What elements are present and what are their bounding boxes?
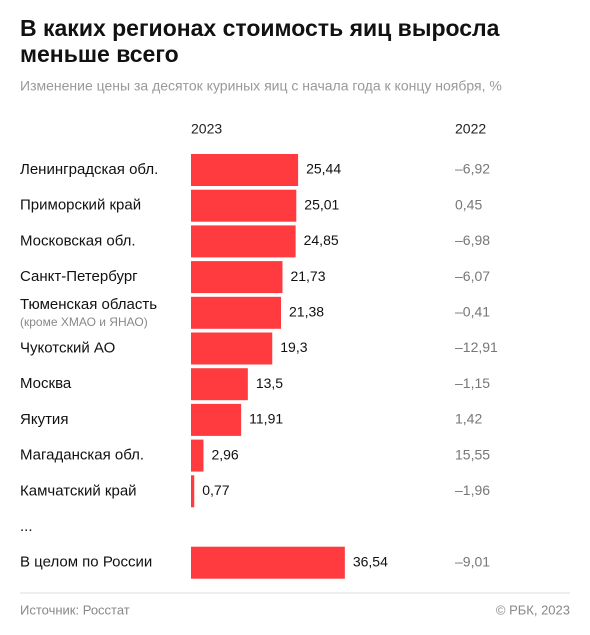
chart-subtitle: Изменение цены за десяток куриных яиц с …: [20, 78, 502, 94]
data-label: 1,42: [455, 411, 482, 427]
category-label: Санкт-Петербург: [20, 268, 138, 285]
bar: [191, 475, 195, 508]
data-label: –6,07: [455, 268, 490, 284]
category-label: Московская обл.: [20, 232, 136, 249]
source: Источник: Росстат: [20, 602, 130, 617]
data-label: 24,85: [304, 232, 339, 248]
category-label: В целом по России: [20, 554, 152, 571]
data-label: –12,91: [455, 339, 498, 355]
data-label: 25,44: [306, 161, 341, 177]
category-label: Якутия: [20, 411, 68, 428]
data-label: 25,01: [304, 196, 339, 212]
bar: [191, 296, 282, 329]
legend-entry: 2022: [455, 121, 486, 137]
category-label: Чукотский АО: [20, 339, 115, 356]
data-label: –6,92: [455, 161, 490, 177]
data-label: –1,15: [455, 375, 490, 391]
data-label: 36,54: [353, 553, 388, 569]
legend-entry: 2023: [191, 121, 222, 137]
bar: [191, 546, 345, 579]
data-label: 0,77: [202, 482, 229, 498]
data-label: –9,01: [455, 553, 490, 569]
data-label: 0,45: [455, 196, 482, 212]
data-label: –0,41: [455, 304, 490, 320]
data-label: 21,73: [290, 268, 325, 284]
data-label: 11,91: [249, 411, 283, 427]
data-label: 15,55: [455, 446, 490, 462]
data-label: –1,96: [455, 482, 490, 498]
category-label: Магаданская обл.: [20, 447, 144, 464]
category-note: (кроме ХМАО и ЯНАО): [20, 315, 148, 329]
category-label: ...: [20, 518, 33, 535]
category-label: Москва: [20, 375, 72, 392]
data-label: 21,38: [289, 304, 324, 320]
data-label: 2,96: [211, 446, 238, 462]
data-label: 19,3: [280, 339, 307, 355]
bar: [191, 189, 297, 222]
bar: [191, 332, 273, 365]
category-label: Тюменская область: [20, 296, 157, 313]
bar: [191, 403, 242, 436]
bar: [191, 439, 204, 472]
data-label: –6,98: [455, 232, 490, 248]
bar: [191, 225, 296, 258]
category-label: Приморский край: [20, 197, 141, 214]
bar: [191, 154, 299, 186]
chart-title-line: В каких регионах стоимость яиц выросла ме…: [20, 15, 500, 67]
bar: [191, 261, 283, 294]
bar: [191, 368, 248, 401]
category-label: Камчатский край: [20, 482, 137, 499]
category-label: Ленинградская обл.: [20, 161, 158, 178]
copyright: © РБК, 2023: [496, 602, 570, 617]
data-label: 13,5: [256, 375, 283, 391]
